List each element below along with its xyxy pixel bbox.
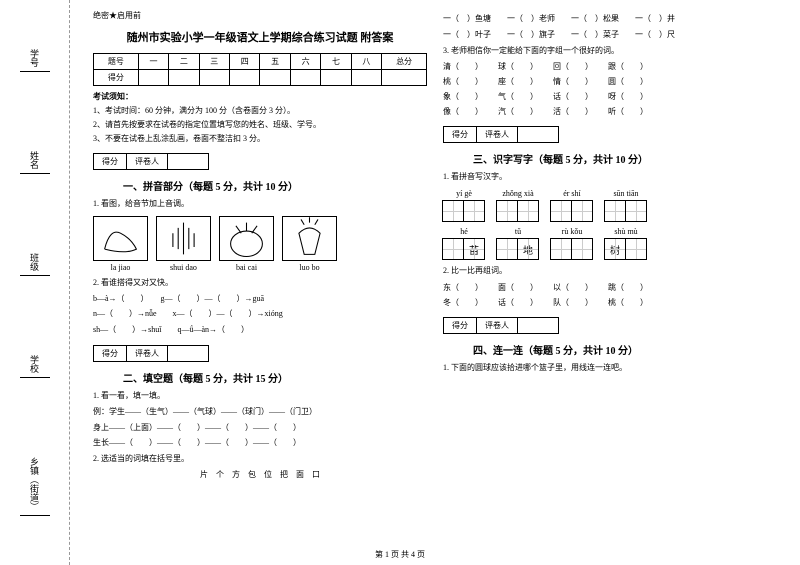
img-cabbage (219, 216, 274, 261)
score-table: 题号一二三四五六七八总分 得分 (93, 53, 427, 86)
sidebar-field-town: 乡镇（街道） (20, 457, 50, 516)
grid-row2: 桃（ ）座（ ）情（ ）圆（ ） (443, 76, 777, 87)
page-footer: 第 1 页 共 4 页 (375, 549, 425, 560)
q2-line2: 生长——（ ）——（ ）——（ ）——（ ） (93, 437, 427, 450)
section-2-title: 二、填空题（每题 5 分，共计 15 分） (123, 370, 427, 385)
right-column: 一（ ）鱼塘 一（ ）老师 一（ ）松果 一（ ）井 一（ ）叶子 一（ ）旗子… (435, 10, 785, 555)
fill-row2: 一（ ）叶子 一（ ）旗子 一（ ）菜子 一（ ）尺 (443, 29, 777, 42)
q2-3: 3. 老师相信你一定能给下面的字组一个很好的词。 (443, 45, 777, 58)
img-pepper (93, 216, 148, 261)
char-row2: hé苗 tǔ地 rù kǒu shù mù树 (443, 227, 777, 260)
score-box-2: 得分评卷人 (93, 345, 209, 362)
q2-1: 1. 看一看，填一填。 (93, 390, 427, 403)
q4-1: 1. 下面的圆球应该拾进哪个篮子里，用线连一连吧。 (443, 362, 777, 375)
grid-row3: 象（ ）气（ ）话（ ）呀（ ） (443, 91, 777, 102)
q1-2-row2: n—（ ）→nǚe x—（ ）—（ ）→xióng (93, 308, 427, 321)
grid-row4: 像（ ）汽（ ）活（ ）听（ ） (443, 106, 777, 117)
pinyin-images: la jiao shui dao bai cai luo bo (93, 216, 427, 272)
fill-row1: 一（ ）鱼塘 一（ ）老师 一（ ）松果 一（ ）井 (443, 13, 777, 26)
score-box-3: 得分评卷人 (443, 126, 559, 143)
q1-1: 1. 看图，给音节加上音调。 (93, 198, 427, 211)
binding-sidebar: 学号 姓名 班级 学校 乡镇（街道） (0, 0, 70, 565)
q2-example: 例：学生——（生气）——（气球）——（球门）——（门卫） (93, 406, 427, 419)
sidebar-field-class: 班级 (20, 253, 50, 276)
q3-1: 1. 看拼音写汉字。 (443, 171, 777, 184)
exam-title: 随州市实验小学一年级语文上学期综合练习试题 附答案 (93, 29, 427, 45)
q1-2-row1: b—à→（ ） g—（ ）—（ ）→guā (93, 293, 427, 306)
q2-words: 片 个 方 包 位 把 面 口 (93, 469, 427, 482)
secret-tag: 绝密★启用前 (93, 10, 427, 21)
section-4-title: 四、连一连（每题 5 分，共计 10 分） (473, 342, 777, 357)
q1-2: 2. 看谁搭得又对又快。 (93, 277, 427, 290)
score-box-1: 得分评卷人 (93, 153, 209, 170)
sidebar-field-id: 学号 (20, 49, 50, 72)
section-1-title: 一、拼音部分（每题 5 分，共计 10 分） (123, 178, 427, 193)
char-row1: yí gè zhǒng xià ér shí sūn tiān (443, 189, 777, 222)
main-content: 绝密★启用前 随州市实验小学一年级语文上学期综合练习试题 附答案 题号一二三四五… (70, 0, 800, 565)
grid-row1: 清（ ）球（ ）回（ ）跟（ ） (443, 61, 777, 72)
sidebar-field-name: 姓名 (20, 151, 50, 174)
q2-line1: 身上——（上面）——（ ）——（ ）——（ ） (93, 422, 427, 435)
exam-instructions: 考试须知： 1、考试时间：60 分钟，满分为 100 分（含卷面分 3 分）。 … (93, 91, 427, 144)
sidebar-field-school: 学校 (20, 355, 50, 378)
img-radish (282, 216, 337, 261)
pair-row1: 东（ ）面（ ）以（ ）跳（ ） (443, 282, 777, 293)
section-3-title: 三、识字写字（每题 5 分，共计 10 分） (473, 151, 777, 166)
q2-2: 2. 选适当的词填在括号里。 (93, 453, 427, 466)
q1-2-row3: sh—（ ）→shuǐ q—ǘ—àn→（ ） (93, 324, 427, 337)
pair-row2: 冬（ ）话（ ）队（ ）桃（ ） (443, 297, 777, 308)
left-column: 绝密★启用前 随州市实验小学一年级语文上学期综合练习试题 附答案 题号一二三四五… (85, 10, 435, 555)
score-box-4: 得分评卷人 (443, 317, 559, 334)
img-rice (156, 216, 211, 261)
q3-2: 2. 比一比再组词。 (443, 265, 777, 278)
